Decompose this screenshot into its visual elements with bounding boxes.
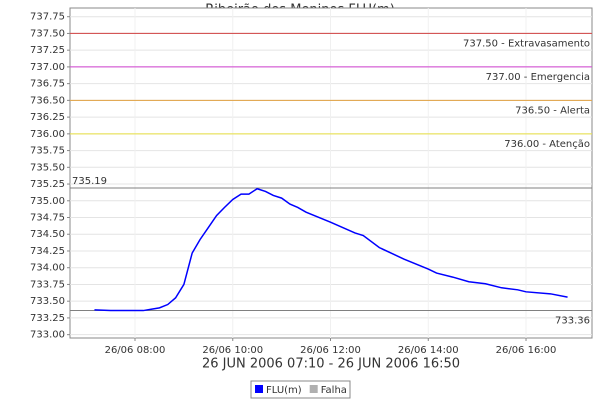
- reference-label: 737.00 - Emergencia: [486, 72, 590, 83]
- y-tick-label: 734.00: [30, 263, 65, 274]
- legend-swatch: [309, 385, 318, 393]
- reference-label: 735.19: [72, 176, 107, 187]
- chart-subtitle: 26 JUN 2006 07:10 - 26 JUN 2006 16:50: [202, 357, 460, 372]
- legend-box: [250, 380, 351, 399]
- y-tick-label: 737.75: [30, 12, 65, 23]
- reference-label: 736.50 - Alerta: [515, 105, 590, 116]
- reference-label: 733.36: [555, 316, 590, 327]
- y-tick-label: 737.00: [30, 62, 65, 73]
- legend-swatch: [255, 385, 263, 393]
- y-tick-label: 735.75: [30, 146, 65, 157]
- y-tick-label: 736.00: [30, 129, 65, 140]
- data-line: [94, 187, 568, 312]
- x-tick-label: 26/06 08:00: [105, 345, 166, 356]
- y-tick-label: 737.25: [30, 45, 65, 56]
- y-tick-label: 735.25: [30, 179, 65, 190]
- x-tick-label: 26/06 10:00: [202, 345, 263, 356]
- legend-label: Falha: [321, 385, 347, 396]
- y-tick-label: 737.50: [30, 28, 65, 39]
- y-tick-label: 735.00: [30, 196, 65, 207]
- reference-label: 736.00 - Atenção: [504, 139, 590, 150]
- y-tick-label: 734.25: [30, 246, 65, 257]
- y-tick-label: 735.50: [30, 162, 65, 173]
- y-tick-label: 736.50: [30, 95, 65, 106]
- y-tick-label: 733.00: [30, 330, 65, 341]
- x-tick-label: 26/06 12:00: [300, 345, 361, 356]
- y-tick-label: 736.75: [30, 79, 65, 90]
- reference-label: 737.50 - Extravasamento: [463, 38, 590, 49]
- legend-label: FLU(m): [266, 385, 302, 396]
- y-tick-label: 733.75: [30, 279, 65, 290]
- y-tick-label: 734.75: [30, 213, 65, 224]
- y-tick-label: 736.25: [30, 112, 65, 123]
- y-tick-label: 733.50: [30, 296, 65, 307]
- y-tick-label: 733.25: [30, 313, 65, 324]
- x-tick-label: 26/06 16:00: [496, 345, 557, 356]
- x-tick-label: 26/06 14:00: [398, 345, 459, 356]
- y-tick-label: 734.50: [30, 229, 65, 240]
